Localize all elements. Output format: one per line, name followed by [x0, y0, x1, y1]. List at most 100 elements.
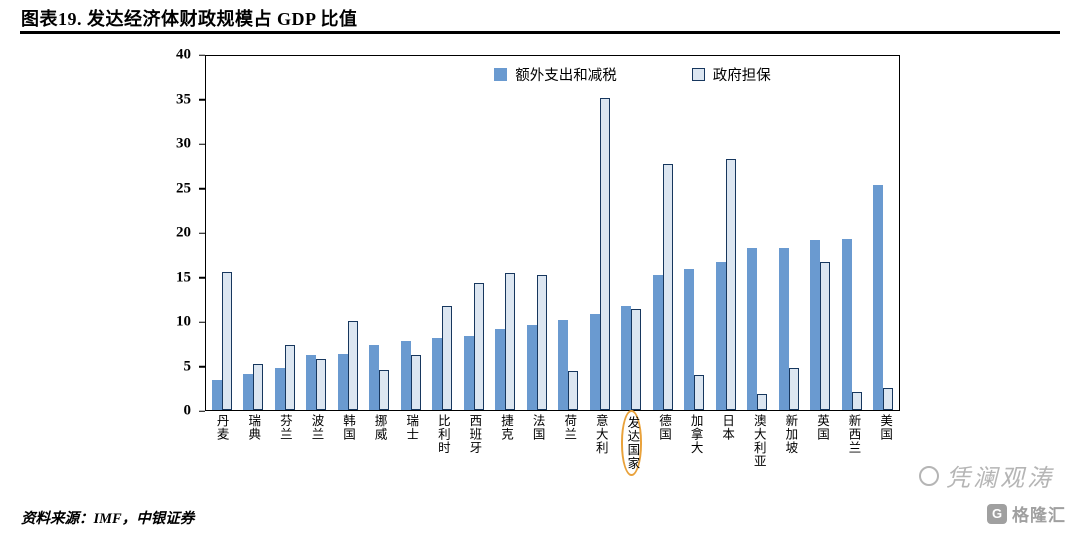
y-axis-tickmark — [199, 276, 205, 279]
x-axis-category: 丹麦 — [205, 414, 237, 510]
bar-group — [395, 56, 427, 410]
bar-group — [364, 56, 396, 410]
bar-group — [427, 56, 459, 410]
watermark-brand: 凭澜观涛 — [919, 458, 1054, 493]
y-axis-tickmark — [199, 410, 205, 412]
x-axis-label: 比利时 — [435, 414, 450, 455]
y-axis-tickmark — [199, 321, 205, 323]
bar-额外支出和减税 — [652, 274, 663, 410]
x-axis-label: 日本 — [720, 414, 735, 441]
x-axis-category: 比利时 — [426, 414, 458, 510]
x-axis-label: 加拿大 — [688, 414, 703, 455]
bar-政府担保 — [568, 371, 579, 410]
watermark-brand-text: 凭澜观涛 — [946, 464, 1054, 492]
x-axis-category: 西班牙 — [458, 414, 490, 510]
y-axis: 0 5 10 15 20 25 30 35 40 — [100, 47, 205, 418]
bar-额外支出和减税 — [306, 355, 317, 410]
bar-group — [521, 56, 553, 410]
x-axis-category: 芬兰 — [268, 414, 300, 510]
bar-额外支出和减税 — [810, 240, 821, 410]
bar-group — [458, 56, 490, 410]
y-axis-tickmark — [199, 187, 205, 190]
bar-额外支出和减税 — [778, 248, 789, 410]
x-axis-category: 澳大利亚 — [742, 414, 774, 510]
bar-额外支出和减税 — [715, 262, 726, 410]
x-axis-category: 瑞典 — [237, 414, 269, 510]
bar-group — [836, 56, 868, 410]
bar-group — [332, 56, 364, 410]
legend-label: 政府担保 — [712, 68, 771, 84]
bar-额外支出和减税 — [211, 379, 222, 410]
y-axis-tick-label: 25 — [176, 180, 191, 196]
bar-额外支出和减税 — [684, 269, 695, 410]
x-axis-category: 瑞士 — [395, 414, 427, 510]
y-axis-tickmark — [199, 143, 205, 145]
x-axis-label: 意大利 — [593, 414, 608, 455]
chart-title: 图表19. 发达经济体财政规模占 GDP 比值 — [21, 9, 358, 29]
gelonghui-logo-text: 格隆汇 — [1012, 506, 1066, 525]
bar-政府担保 — [221, 271, 232, 410]
x-axis-label: 法国 — [530, 414, 545, 441]
bars-container — [206, 56, 899, 410]
x-axis-label: 英国 — [814, 414, 829, 441]
x-axis-category: 新西兰 — [837, 414, 869, 510]
x-axis: 丹麦 瑞典 芬兰 波兰 韩国 挪威 瑞士 比利时 西班牙 捷克 法国 荷兰 意大利 发达国家 德国 加拿大 日本… — [205, 410, 900, 510]
y-axis-tickmark — [199, 98, 205, 101]
bar-额外支出和减税 — [589, 314, 600, 410]
bar-政府担保 — [473, 282, 484, 410]
bar-group — [553, 56, 585, 410]
bar-政府担保 — [820, 262, 831, 410]
bar-政府担保 — [599, 97, 610, 410]
bar-额外支出和减税 — [400, 340, 411, 410]
bar-政府担保 — [851, 392, 862, 410]
y-axis-tickmark — [199, 232, 205, 234]
y-axis-tick-label: 0 — [183, 402, 192, 419]
legend-marker-solid — [494, 68, 508, 81]
y-axis-tickmark — [199, 54, 205, 56]
gelonghui-logo-icon: G — [987, 503, 1007, 524]
x-axis-category: 加拿大 — [679, 414, 711, 510]
x-axis-label: 瑞典 — [246, 414, 261, 441]
bar-政府担保 — [725, 158, 736, 410]
bar-政府担保 — [883, 387, 894, 410]
x-axis-label: 波兰 — [309, 414, 324, 441]
bar-group — [647, 56, 679, 410]
legend-marker-outline — [691, 68, 705, 81]
bar-政府担保 — [253, 363, 264, 410]
bar-政府担保 — [505, 272, 516, 410]
bar-group — [679, 56, 711, 410]
x-axis-label-highlighted: 发达国家 — [620, 410, 643, 476]
x-axis-label: 澳大利亚 — [751, 414, 766, 468]
bar-政府担保 — [316, 358, 327, 410]
bar-group — [805, 56, 837, 410]
bar-额外支出和减税 — [747, 248, 758, 410]
bar-额外支出和减税 — [558, 319, 569, 410]
title-divider — [20, 31, 1060, 34]
x-axis-category: 日本 — [711, 414, 743, 510]
bar-政府担保 — [694, 374, 705, 410]
y-axis-tick-label: 20 — [176, 224, 191, 241]
bar-政府担保 — [410, 355, 421, 410]
bar-政府担保 — [347, 320, 358, 410]
bar-政府担保 — [442, 305, 453, 410]
x-axis-label: 捷克 — [499, 414, 514, 441]
x-axis-label: 荷兰 — [562, 414, 577, 441]
x-axis-label: 芬兰 — [277, 414, 292, 441]
x-axis-label: 丹麦 — [214, 414, 229, 441]
y-axis-tick-label: 35 — [176, 91, 191, 107]
y-axis-tick-label: 15 — [176, 269, 191, 285]
x-axis-label: 西班牙 — [467, 414, 482, 455]
bar-group — [206, 56, 238, 410]
legend: 额外支出和减税 政府担保 — [206, 64, 899, 85]
bar-group — [238, 56, 270, 410]
bar-group — [490, 56, 522, 410]
x-axis-category: 捷克 — [489, 414, 521, 510]
y-axis-tickmark — [199, 365, 205, 368]
plot-area: 额外支出和减税 政府担保 — [205, 55, 900, 411]
x-axis-category: 法国 — [521, 414, 553, 510]
bar-政府担保 — [631, 309, 642, 410]
x-axis-category: 德国 — [647, 414, 679, 510]
bar-group — [742, 56, 774, 410]
bar-group — [868, 56, 900, 410]
x-axis-category: 意大利 — [584, 414, 616, 510]
